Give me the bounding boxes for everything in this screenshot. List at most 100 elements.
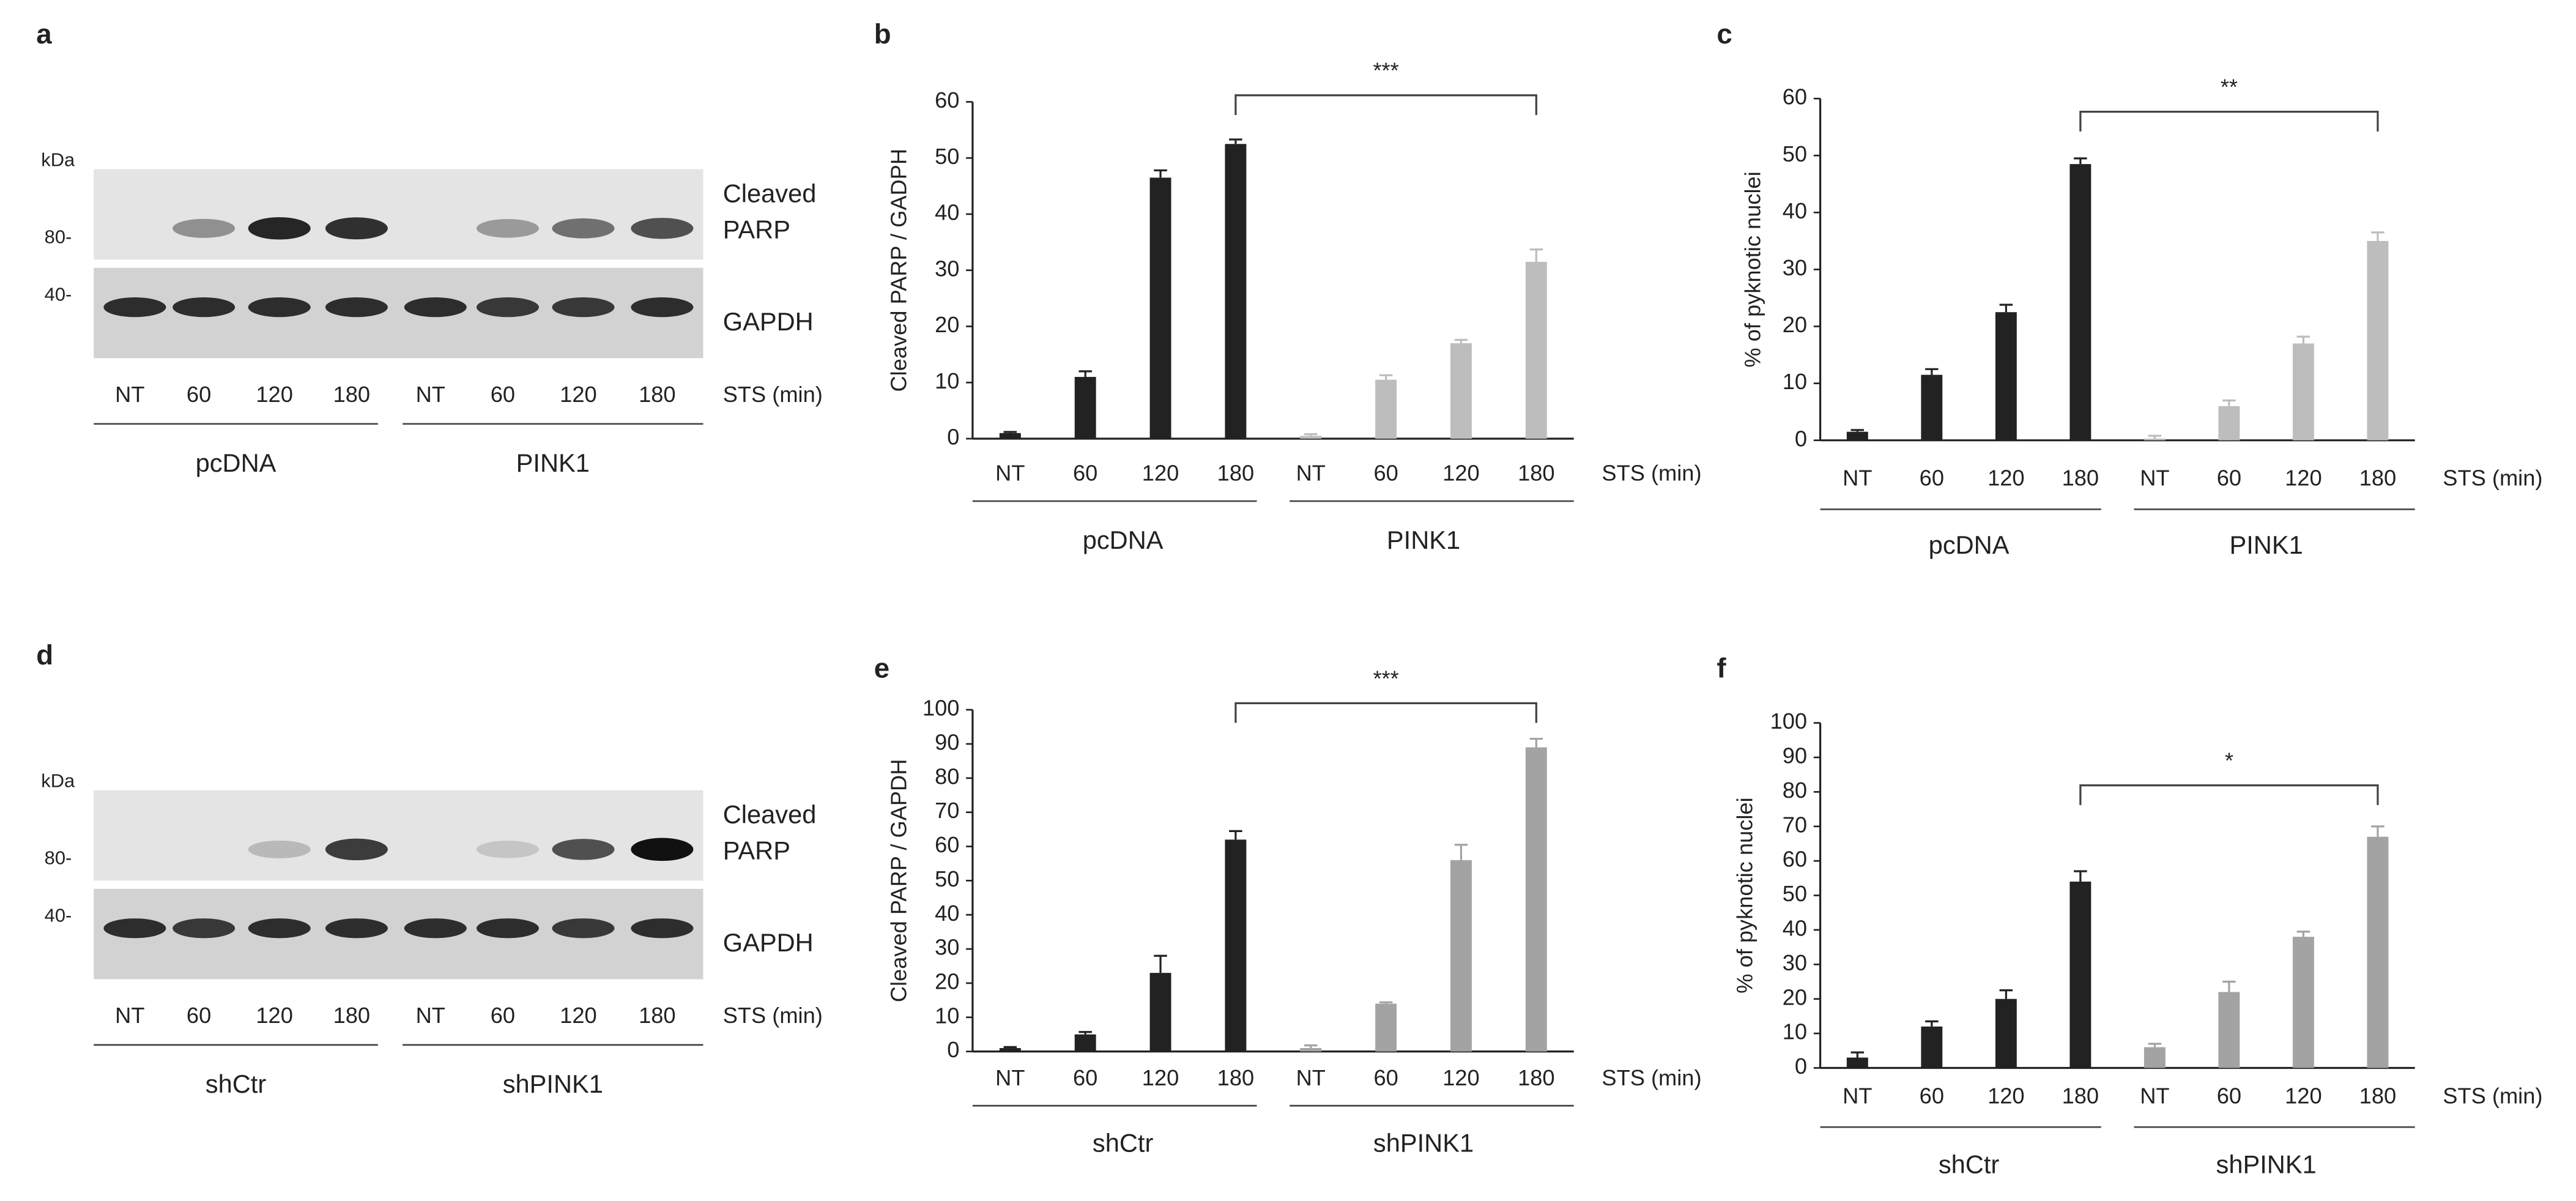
x-tick-label: NT <box>995 1065 1025 1090</box>
x-tick-label: NT <box>1296 1065 1326 1090</box>
group-label: PINK1 <box>2230 530 2303 559</box>
blot-band <box>325 297 388 318</box>
y-tick-label: 60 <box>1783 84 1807 110</box>
y-tick-label: 90 <box>935 730 959 755</box>
y-tick-label: 20 <box>1783 312 1807 337</box>
bar <box>1074 377 1096 439</box>
x-tick-label: 120 <box>2285 1083 2322 1108</box>
bar <box>1300 436 1322 439</box>
group-label: shCtr <box>206 1069 267 1098</box>
x-tick-label: 120 <box>2285 466 2322 491</box>
y-tick-label: 60 <box>935 832 959 857</box>
y-tick-label: 0 <box>1795 1054 1807 1079</box>
blot-band <box>248 297 311 318</box>
y-tick-label: 40 <box>935 200 959 225</box>
blot-band <box>631 838 694 861</box>
bar <box>1921 1026 1943 1068</box>
x-tick-label: NT <box>1296 461 1326 486</box>
lane-label: 60 <box>187 382 211 407</box>
significance-bracket <box>1234 94 1537 115</box>
x-tick-label: 120 <box>1442 1065 1479 1090</box>
bar <box>1149 973 1171 1052</box>
significance-bracket <box>2079 784 2379 805</box>
bar <box>1995 998 2017 1068</box>
y-tick-label: 50 <box>935 144 959 169</box>
bar <box>1525 747 1547 1052</box>
blot-band <box>552 297 615 318</box>
bar <box>1225 839 1247 1052</box>
y-tick-label: 60 <box>935 87 959 113</box>
unit-label: kDa <box>41 149 75 170</box>
band-label: PARP <box>723 215 790 244</box>
significance-label: * <box>2225 748 2233 773</box>
y-tick-label: 0 <box>1795 426 1807 451</box>
blot-strip <box>94 169 703 260</box>
x-tick-label: 120 <box>1142 461 1179 486</box>
blot-band <box>552 839 615 860</box>
y-tick-label: 40 <box>1783 198 1807 223</box>
bar <box>2069 164 2092 441</box>
x-tick-label: 180 <box>1217 1065 1254 1090</box>
lane-label: 120 <box>256 1003 292 1028</box>
bar <box>2218 992 2240 1068</box>
y-tick-label: 50 <box>935 866 959 891</box>
blot-band <box>631 918 694 939</box>
band-label: GAPDH <box>723 928 814 957</box>
band-label: Cleaved <box>723 800 817 829</box>
lane-label: 120 <box>560 1003 596 1028</box>
y-tick-label: 60 <box>1783 847 1807 872</box>
y-tick-label: 100 <box>1770 708 1807 734</box>
blot-band <box>404 297 467 318</box>
significance-label: ** <box>2221 75 2238 100</box>
lane-label: NT <box>416 1003 445 1028</box>
x-tick-label: 60 <box>1073 1065 1097 1090</box>
bar <box>1846 431 1868 441</box>
y-tick-label: 20 <box>935 312 959 337</box>
bar <box>1846 1057 1868 1068</box>
group-label: shCtr <box>1939 1150 2000 1179</box>
band-label: GAPDH <box>723 307 814 336</box>
x-tick-label: 180 <box>2359 466 2396 491</box>
lane-label: NT <box>115 382 144 407</box>
bar <box>999 433 1021 439</box>
blot-band <box>631 218 694 239</box>
marker-label: 40- <box>45 905 72 926</box>
bar <box>1375 379 1397 439</box>
blot-band <box>248 217 311 240</box>
bar <box>1149 177 1171 439</box>
panel-letter: d <box>36 639 53 671</box>
y-tick-label: 50 <box>1783 141 1807 166</box>
bar <box>1525 261 1547 439</box>
y-tick-label: 0 <box>947 1037 959 1062</box>
group-label: pcDNA <box>1929 530 2010 559</box>
bar <box>2292 937 2314 1068</box>
panel-letter: e <box>874 653 889 684</box>
y-tick-label: 70 <box>1783 812 1807 837</box>
bar <box>2069 881 2092 1068</box>
significance-label: *** <box>1373 58 1398 83</box>
x-tick-label: 180 <box>1518 1065 1554 1090</box>
y-tick-label: 30 <box>935 935 959 960</box>
blot-band <box>325 838 388 861</box>
group-label: shPINK1 <box>503 1069 603 1098</box>
x-tick-label: 120 <box>1988 1083 2024 1108</box>
y-axis-label: % of pyknotic nuclei <box>1740 171 1765 367</box>
y-tick-label: 20 <box>1783 984 1807 1010</box>
y-axis-label: % of pyknotic nuclei <box>1732 797 1757 993</box>
bar <box>2144 1047 2166 1068</box>
y-tick-label: 100 <box>922 696 959 721</box>
x-tick-label: 60 <box>2217 1083 2241 1108</box>
x-tick-label: NT <box>1843 466 1872 491</box>
bar <box>1225 144 1247 439</box>
panel-letter: c <box>1717 18 1732 50</box>
y-tick-label: 10 <box>1783 1019 1807 1044</box>
significance-bracket <box>2079 110 2379 132</box>
x-tick-label: 120 <box>1142 1065 1179 1090</box>
band-label: Cleaved <box>723 179 817 208</box>
bar <box>1450 860 1472 1052</box>
blot-band <box>173 218 236 238</box>
blot-strip <box>94 790 703 881</box>
panel-letter: b <box>874 18 891 50</box>
blot-band <box>103 918 166 939</box>
